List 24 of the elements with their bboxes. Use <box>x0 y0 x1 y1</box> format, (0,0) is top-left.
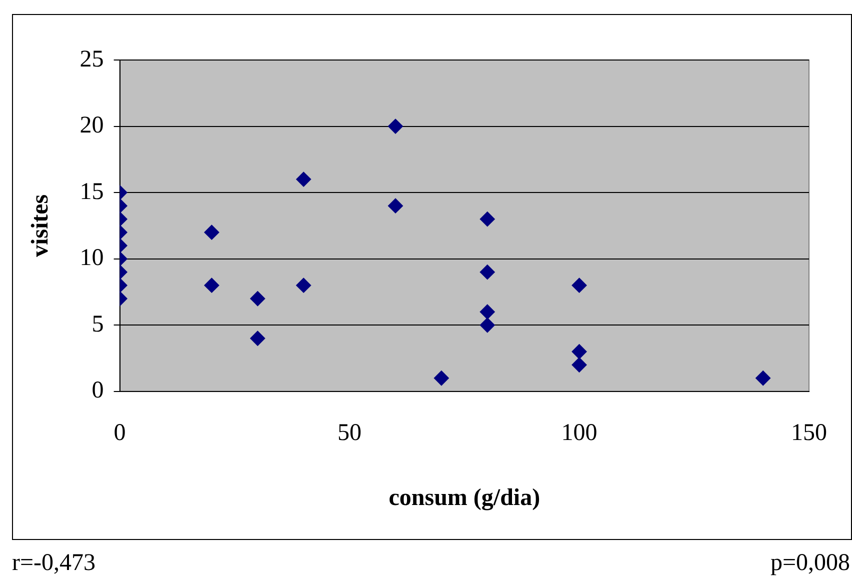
y-tick-label: 15 <box>80 178 104 205</box>
y-axis-title: visites <box>28 194 54 258</box>
point <box>572 357 587 372</box>
y-tick-label: 20 <box>80 112 104 139</box>
y-tick-label: 25 <box>80 46 104 72</box>
point <box>480 318 495 333</box>
point <box>388 118 403 134</box>
x-tick-label: 50 <box>338 420 362 446</box>
x-tick-label: 100 <box>561 420 598 446</box>
point <box>572 344 587 360</box>
point <box>434 370 449 386</box>
point <box>572 278 587 293</box>
y-tick-label: 5 <box>92 311 104 338</box>
y-tick-label: 10 <box>80 245 104 272</box>
x-tick-label: 150 <box>791 420 827 446</box>
x-tick-label: 0 <box>114 420 126 446</box>
y-tick-label: 0 <box>92 378 104 404</box>
point <box>480 304 495 320</box>
text: p=0,008 <box>770 550 850 577</box>
x-axis-title: consum (g/dia) <box>388 484 540 511</box>
text: r=-0,473 <box>12 550 96 577</box>
point <box>480 264 495 280</box>
point <box>388 198 403 214</box>
point <box>480 212 495 227</box>
